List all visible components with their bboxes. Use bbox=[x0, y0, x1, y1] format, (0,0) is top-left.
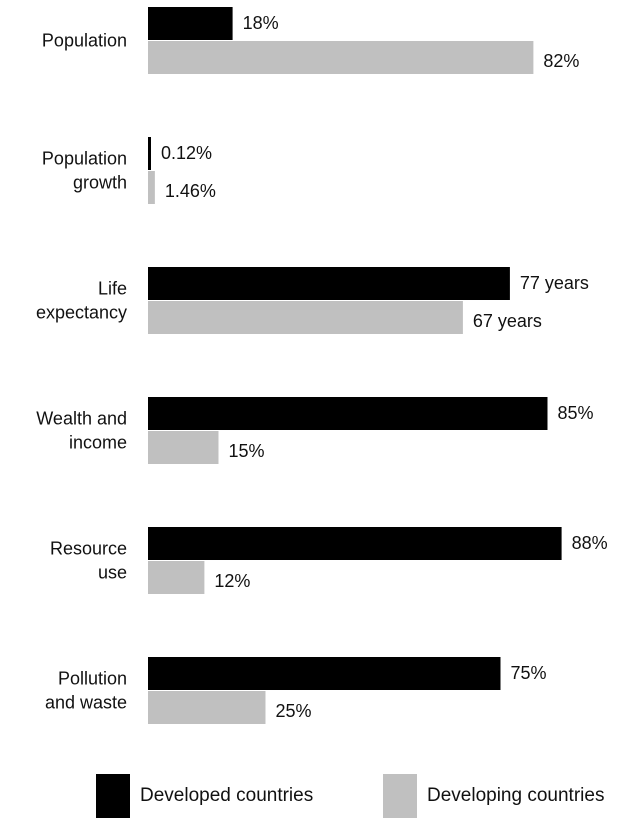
data-label: 0.12% bbox=[161, 143, 212, 163]
bar-developed bbox=[148, 397, 548, 430]
category-label: Resource use bbox=[50, 539, 127, 583]
bar-chart: Population 18% 82% Population growth 0.12% 1.4… bbox=[36, 7, 608, 724]
bar-developed bbox=[148, 7, 233, 40]
data-label: 85% bbox=[558, 403, 594, 423]
data-label: 77 years bbox=[520, 273, 589, 293]
category-label: Wealth and income bbox=[36, 409, 127, 453]
bar-developed bbox=[148, 527, 562, 560]
bar-developing bbox=[148, 431, 219, 464]
category-label: Pollution and waste bbox=[45, 669, 127, 713]
bar-developing bbox=[148, 41, 534, 74]
legend-item-developed: Developed countries bbox=[96, 774, 313, 818]
legend-item-developing: Developing countries bbox=[383, 774, 604, 818]
legend-swatch-developing bbox=[383, 774, 417, 818]
data-label: 25% bbox=[276, 701, 312, 721]
bar-developing bbox=[148, 561, 205, 594]
data-label: 82% bbox=[543, 51, 579, 71]
data-label: 15% bbox=[229, 441, 265, 461]
category-label: Population growth bbox=[42, 149, 127, 193]
category-label: Population bbox=[42, 31, 127, 51]
bar-developing bbox=[148, 171, 155, 204]
data-label: 1.46% bbox=[165, 181, 216, 201]
data-label: 88% bbox=[572, 533, 608, 553]
data-label: 75% bbox=[511, 663, 547, 683]
category-label: Life expectancy bbox=[36, 279, 127, 323]
data-label: 18% bbox=[243, 13, 279, 33]
bar-developed bbox=[148, 137, 151, 170]
bar-developing bbox=[148, 691, 266, 724]
legend-label-developing: Developing countries bbox=[427, 785, 605, 806]
bar-developing bbox=[148, 301, 463, 334]
legend-label-developed: Developed countries bbox=[140, 785, 314, 806]
data-label: 67 years bbox=[473, 311, 542, 331]
chart-legend: Developed countries Developing countries bbox=[0, 774, 634, 820]
bar-developed bbox=[148, 657, 501, 690]
data-label: 12% bbox=[214, 571, 250, 591]
legend-swatch-developed bbox=[96, 774, 130, 818]
bar-developed bbox=[148, 267, 510, 300]
